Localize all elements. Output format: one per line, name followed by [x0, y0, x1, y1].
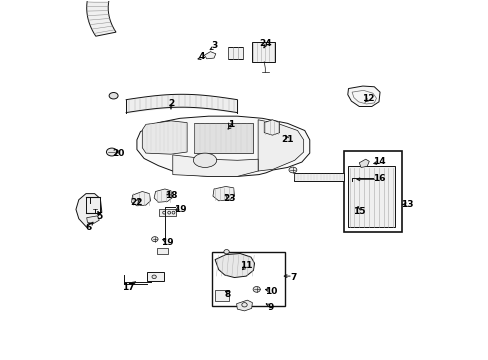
Bar: [293, 173, 344, 181]
Polygon shape: [236, 300, 252, 311]
Text: 8: 8: [224, 290, 230, 299]
Text: 5: 5: [96, 212, 102, 221]
Bar: [251, 42, 274, 62]
Polygon shape: [86, 0, 120, 36]
Polygon shape: [212, 186, 234, 201]
Polygon shape: [264, 120, 279, 135]
Polygon shape: [137, 116, 309, 176]
Ellipse shape: [151, 237, 158, 242]
Bar: [147, 272, 164, 281]
Bar: [215, 291, 228, 301]
Text: 22: 22: [130, 198, 142, 207]
Ellipse shape: [109, 93, 118, 99]
Text: 20: 20: [112, 149, 124, 158]
Polygon shape: [204, 51, 215, 59]
Text: 10: 10: [264, 287, 277, 296]
Bar: [228, 47, 242, 59]
Text: 2: 2: [167, 99, 174, 108]
Text: 19: 19: [174, 205, 186, 214]
Ellipse shape: [106, 148, 117, 156]
Text: 18: 18: [164, 190, 177, 199]
Text: 1: 1: [227, 120, 234, 129]
Bar: [211, 252, 285, 306]
Ellipse shape: [152, 275, 156, 279]
Polygon shape: [359, 159, 368, 167]
Bar: [156, 248, 168, 253]
Polygon shape: [258, 120, 303, 171]
Ellipse shape: [224, 249, 229, 254]
Polygon shape: [131, 192, 150, 206]
Polygon shape: [142, 121, 187, 154]
Text: 6: 6: [85, 223, 91, 232]
Bar: [344, 151, 402, 232]
Text: 16: 16: [372, 174, 385, 183]
Polygon shape: [76, 194, 102, 227]
Text: 15: 15: [352, 207, 365, 216]
Text: 7: 7: [290, 273, 297, 282]
Bar: [86, 197, 100, 213]
Text: 13: 13: [401, 200, 413, 209]
Bar: [348, 166, 394, 227]
Ellipse shape: [253, 287, 260, 292]
Text: 12: 12: [361, 94, 374, 103]
Text: 9: 9: [266, 303, 273, 312]
Ellipse shape: [288, 167, 296, 173]
Text: 17: 17: [122, 283, 134, 292]
Text: 21: 21: [281, 135, 293, 144]
Polygon shape: [86, 216, 99, 224]
Text: 24: 24: [259, 39, 272, 48]
Text: 11: 11: [240, 261, 252, 270]
Bar: [159, 210, 176, 216]
Text: 14: 14: [372, 157, 385, 166]
Text: 23: 23: [223, 194, 235, 203]
Polygon shape: [172, 155, 258, 176]
Polygon shape: [347, 86, 379, 107]
Polygon shape: [215, 253, 254, 278]
Text: 19: 19: [161, 238, 173, 247]
Text: 3: 3: [210, 41, 217, 50]
Text: 4: 4: [199, 52, 205, 61]
Ellipse shape: [193, 153, 216, 167]
Polygon shape: [154, 189, 172, 202]
Bar: [193, 123, 252, 153]
